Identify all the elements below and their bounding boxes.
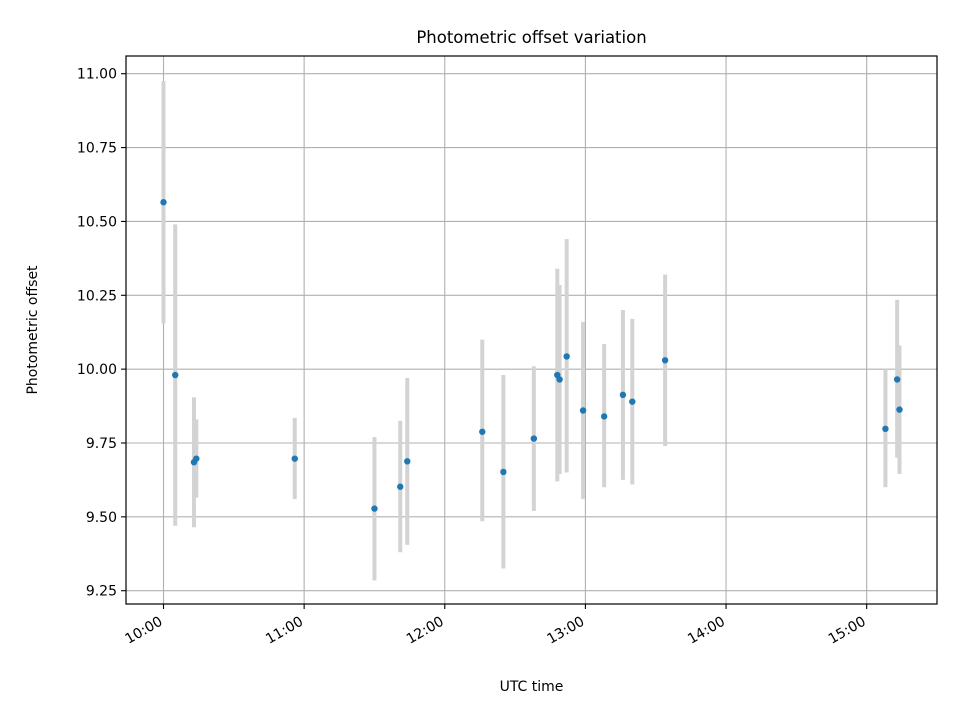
data-point xyxy=(896,406,903,413)
data-point xyxy=(291,455,298,462)
data-point xyxy=(600,413,608,420)
y-tick-label: 10.75 xyxy=(77,141,117,157)
y-tick-label: 10.25 xyxy=(77,288,117,304)
y-tick-label: 9.50 xyxy=(86,510,117,526)
y-tick-label: 9.75 xyxy=(86,436,117,452)
y-axis-ticks: 9.25 9.50 9.75 10.00 10.25 10.50 10.75 11.00 xyxy=(77,67,126,600)
y-tick-label: 9.25 xyxy=(86,584,117,600)
data-point xyxy=(371,505,378,512)
data-point xyxy=(530,435,538,442)
data-point xyxy=(397,483,404,490)
data-point xyxy=(579,407,587,414)
y-tick-label: 10.50 xyxy=(77,214,117,230)
grid-lines xyxy=(126,56,937,604)
chart-title: Photometric offset variation xyxy=(416,28,646,47)
data-point xyxy=(500,468,507,476)
data-point xyxy=(172,371,179,379)
plot-area-frame xyxy=(125,55,938,605)
data-point xyxy=(619,391,627,399)
data-point xyxy=(563,353,570,360)
x-axis-label: UTC time xyxy=(500,679,564,695)
y-axis-label: Photometric offset xyxy=(25,265,41,395)
data-point xyxy=(556,376,563,383)
y-tick-label: 11.00 xyxy=(77,67,117,83)
y-tick-label: 10.00 xyxy=(77,362,117,378)
data-point xyxy=(193,455,200,462)
data-points xyxy=(160,199,903,512)
data-point xyxy=(893,376,901,383)
data-point xyxy=(404,458,411,465)
data-point xyxy=(882,425,889,433)
data-point xyxy=(479,428,486,435)
data-point xyxy=(661,357,669,364)
data-point xyxy=(160,199,167,206)
data-point xyxy=(629,398,636,405)
